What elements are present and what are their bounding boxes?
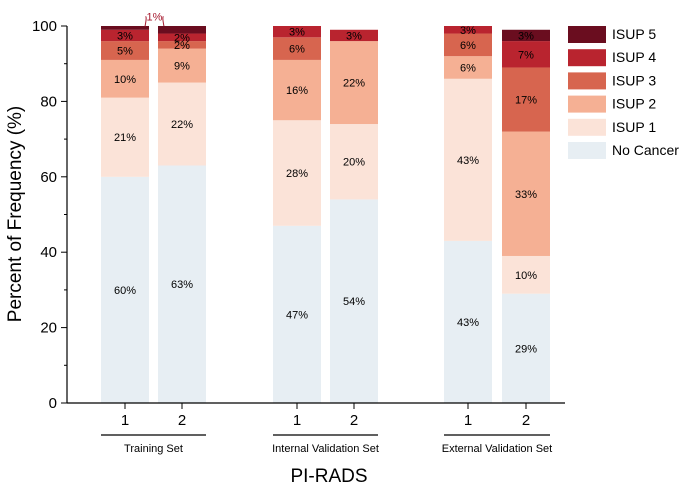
bar-value-label: 3% <box>289 27 305 39</box>
bar-segment-isup-3 <box>502 67 550 132</box>
bar-segment-isup-3 <box>444 33 492 57</box>
bar-value-label: 5% <box>117 46 133 58</box>
bar-value-label: 60% <box>114 285 136 297</box>
x-tick-label: 2 <box>350 412 358 429</box>
bar-segment-isup-3 <box>101 41 149 60</box>
bar-value-label: 9% <box>174 61 190 73</box>
bar-segment-isup-2 <box>502 131 550 256</box>
bar-value-label: 6% <box>460 40 476 52</box>
bar-value-label: 17% <box>515 95 537 107</box>
bar-value-label: 3% <box>460 25 476 37</box>
y-tick-label: 20 <box>40 320 57 337</box>
legend: ISUP 5 ISUP 4 ISUP 3 ISUP 2 ISUP 1 No Cancer <box>568 26 679 159</box>
bar-value-label: 22% <box>343 78 365 90</box>
bar-value-label: 21% <box>114 132 136 144</box>
bar-value-label: 16% <box>286 85 308 97</box>
bar-value-label: 2% <box>174 40 190 52</box>
bar-segment-no-cancer <box>158 165 206 403</box>
bar-segment-isup-2 <box>101 59 149 98</box>
legend-label: No Cancer <box>612 142 679 158</box>
y-tick-label: 100 <box>32 18 57 35</box>
bar-segment-isup-2 <box>158 48 206 83</box>
bar-value-label: 43% <box>457 317 479 329</box>
legend-swatch <box>568 118 606 136</box>
group-label: Internal Validation Set <box>272 443 379 455</box>
callout-bracket <box>144 16 165 27</box>
bar-segment-no-cancer <box>101 176 149 403</box>
bar-segment-isup-4 <box>101 29 149 42</box>
bar-segment-no-cancer <box>330 199 378 403</box>
group-label: Training Set <box>124 443 183 455</box>
bar-segment-isup-4 <box>502 41 550 68</box>
bar-segment-isup-3 <box>158 41 206 49</box>
bar-value-label: 47% <box>286 309 308 321</box>
bar-value-label: 2% <box>174 32 190 44</box>
bar-value-label: 3% <box>518 30 534 42</box>
legend-label: ISUP 1 <box>612 119 656 135</box>
bar-segment-isup-2 <box>444 56 492 79</box>
bar-value-label: 54% <box>343 296 365 308</box>
bar-segment-isup-4 <box>330 29 378 42</box>
y-axis-title: Percent of Frequency (%) <box>5 106 26 322</box>
bar-value-label: 28% <box>286 168 308 180</box>
x-tick-label: 2 <box>522 412 530 429</box>
bar-value-label: 20% <box>343 157 365 169</box>
bar-segment-isup-4 <box>273 26 321 38</box>
bar-segment-isup-1 <box>502 255 550 294</box>
x-tick-label: 1 <box>464 412 472 429</box>
legend-swatch <box>568 95 606 113</box>
bar-segment-no-cancer <box>273 225 321 403</box>
bar-value-label: 7% <box>518 49 534 61</box>
bar-value-label: 3% <box>346 30 362 42</box>
bar-value-label: 63% <box>171 279 193 291</box>
legend-swatch <box>568 142 606 159</box>
legend-swatch <box>568 26 606 43</box>
bar-segment-isup-4 <box>444 26 492 34</box>
bar-segment-isup-5 <box>101 26 149 30</box>
bar-segment-isup-5 <box>502 29 550 42</box>
x-tick-label: 2 <box>178 412 186 429</box>
bar-value-label: 6% <box>460 62 476 74</box>
bar-segment-isup-3 <box>273 37 321 60</box>
bar-segment-isup-1 <box>444 78 492 241</box>
legend-swatch <box>568 49 606 67</box>
group-label: External Validation Set <box>442 443 552 455</box>
bar-segment-isup-4 <box>158 33 206 42</box>
bar-value-label: 10% <box>114 74 136 86</box>
callout-label: 1% <box>147 12 163 24</box>
bar-segment-isup-5 <box>158 26 206 34</box>
bar-value-label: 22% <box>171 119 193 131</box>
bar-segment-isup-1 <box>101 97 149 177</box>
y-tick-label: 60 <box>40 169 57 186</box>
bar-value-label: 3% <box>117 30 133 42</box>
legend-label: ISUP 5 <box>612 26 656 42</box>
x-tick-label: 1 <box>121 412 129 429</box>
legend-label: ISUP 4 <box>612 49 656 65</box>
bar-segment-isup-1 <box>158 82 206 166</box>
bar-segment-no-cancer <box>444 240 492 403</box>
bars: 60% 21% 10% 5% 3% 1% 63% 22% 9% 2%2% 47% 28% 16% 6% 3%… <box>101 12 550 403</box>
axes: 1 2 Training Set 1 2 Internal Validation Set 1… <box>32 18 565 455</box>
x-tick-label: 1 <box>293 412 301 429</box>
bar-segment-no-cancer <box>502 293 550 403</box>
bar-segment-isup-2 <box>273 59 321 121</box>
bar-segment-isup-1 <box>273 120 321 226</box>
y-tick-label: 80 <box>40 93 57 110</box>
bar-value-label: 10% <box>515 270 537 282</box>
bar-value-label: 43% <box>457 155 479 167</box>
bar-value-label: 33% <box>515 189 537 201</box>
y-tick-label: 0 <box>49 395 57 412</box>
bar-segment-isup-1 <box>330 124 378 200</box>
bar-value-label: 29% <box>515 343 537 355</box>
legend-label: ISUP 2 <box>612 96 656 112</box>
legend-label: ISUP 3 <box>612 72 656 88</box>
y-tick-label: 40 <box>40 244 57 261</box>
bar-value-label: 6% <box>289 44 305 56</box>
bar-segment-isup-2 <box>330 41 378 125</box>
legend-swatch <box>568 72 606 90</box>
x-axis-title: PI-RADS <box>290 466 367 487</box>
